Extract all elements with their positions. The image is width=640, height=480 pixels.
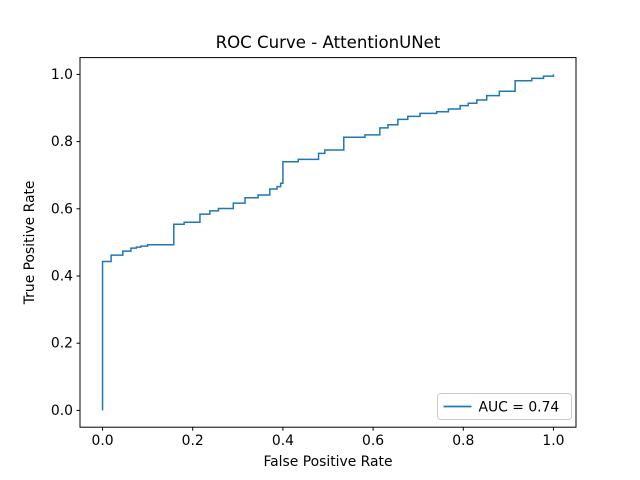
x-tick-label: 1.0	[542, 433, 564, 449]
x-tick-label: 0.8	[452, 433, 474, 449]
y-tick-label: 0.6	[51, 201, 73, 217]
axes-spines	[79, 57, 577, 428]
legend: AUC = 0.74	[437, 393, 572, 420]
x-tick-label: 0.2	[182, 433, 204, 449]
plot-area	[80, 57, 576, 428]
roc-curve-line	[101, 74, 555, 411]
chart-dynamic-layer: 0.0 0.2 0.4 0.6 0.8 1.0 0.0 0.2 0.4 0.6 0.8 1.0	[51, 67, 565, 449]
y-tick-label: 0.8	[51, 134, 73, 150]
x-axis-label: False Positive Rate	[263, 454, 392, 470]
x-tick-label: 0.6	[362, 433, 384, 449]
x-tick-label: 0.0	[91, 433, 113, 449]
x-tick-label: 0.4	[272, 433, 294, 449]
y-tick-label: 0.0	[51, 403, 73, 419]
y-tick-label: 0.2	[51, 336, 73, 352]
y-axis-label: True Positive Rate	[22, 181, 38, 306]
y-tick-label: 0.4	[51, 269, 73, 285]
y-tick-label: 1.0	[51, 67, 73, 83]
legend-entry-label: AUC = 0.74	[479, 400, 560, 416]
chart-title: ROC Curve - AttentionUNet	[216, 33, 441, 52]
legend-box	[437, 393, 572, 420]
